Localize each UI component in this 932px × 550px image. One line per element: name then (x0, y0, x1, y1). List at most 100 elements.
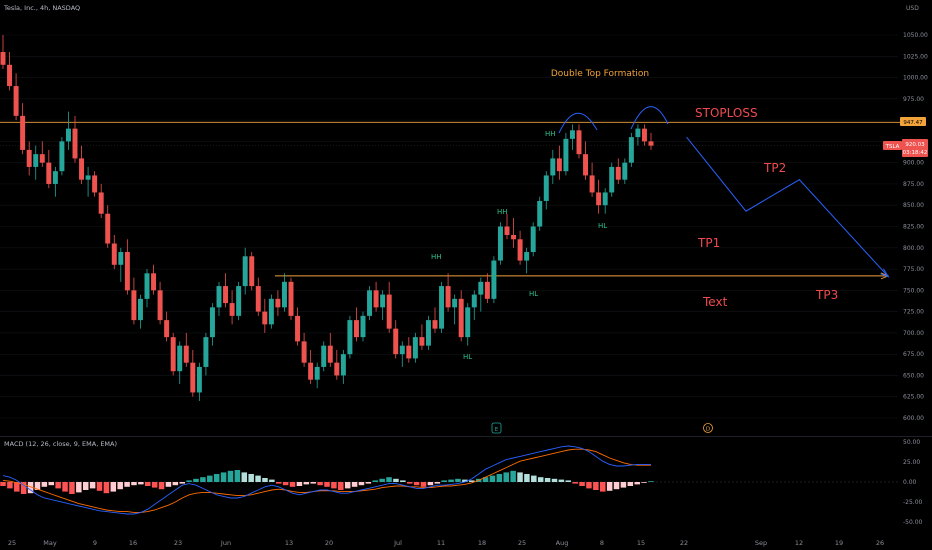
candle (615, 158, 621, 184)
hl-label[interactable]: HL (463, 353, 472, 361)
macd-histogram-bar (551, 478, 558, 482)
macd-histogram-bar (289, 482, 296, 487)
symbol-title: Tesla, Inc., 4h, NASDAQ (3, 4, 80, 12)
candle (111, 235, 117, 270)
candle (105, 205, 111, 248)
candle (98, 183, 104, 218)
candle (216, 281, 222, 316)
candle (550, 149, 556, 184)
macd-histogram-bar (351, 482, 358, 487)
macd-histogram-bar (524, 474, 530, 482)
candle (576, 124, 582, 159)
candle (491, 256, 497, 304)
drawings[interactable] (558, 106, 890, 278)
macd-histogram-bar (213, 474, 220, 482)
time-tick-label: May (43, 539, 57, 547)
candle (439, 281, 445, 333)
candle (393, 320, 399, 359)
pattern-title-label[interactable]: Double Top Formation (551, 69, 649, 79)
candle (367, 286, 373, 321)
candle (249, 252, 255, 291)
hh-label[interactable]: HH (545, 130, 556, 138)
macd-histogram-bar (641, 482, 647, 483)
macd-histogram-bar (441, 480, 447, 482)
time-tick-label: 26 (876, 539, 884, 547)
candle (268, 294, 274, 329)
macd-histogram-bar (406, 482, 413, 484)
macd-histogram-bar (55, 482, 61, 489)
annotation-labels[interactable]: Double Top Formation STOPLOSS TP2 TP1 Text TP… (431, 69, 838, 361)
macd-histogram-bar (303, 482, 310, 485)
macd-histogram-bar (248, 474, 254, 482)
countdown-text: 03:18:42 (903, 150, 928, 156)
time-tick-label: 13 (285, 539, 293, 547)
hl-label[interactable]: HL (529, 290, 538, 298)
macd-histogram-bar (0, 482, 6, 486)
projection-path[interactable] (686, 136, 889, 278)
candle (151, 264, 157, 295)
candle (530, 222, 536, 257)
macd-histogram-bar (269, 479, 275, 482)
macd-histogram-bar (586, 482, 592, 489)
macd-histogram-bar (510, 470, 516, 482)
candle (412, 332, 418, 363)
macd-histogram-bar (7, 482, 13, 489)
tp1-label[interactable]: TP1 (697, 236, 720, 250)
macd-tick-label: 0.00 (903, 479, 917, 486)
macd-histogram-bar (489, 475, 496, 482)
price-tick-label: 625.00 (903, 394, 924, 401)
macd-histogram-bar (62, 482, 68, 492)
hh-label[interactable]: HH (497, 208, 508, 216)
macd-histogram-bar (103, 482, 110, 494)
macd-histogram-bar (338, 482, 344, 490)
time-tick-label: 25 (8, 539, 16, 547)
level-price-badge: 947.47 (900, 117, 926, 126)
candle (0, 35, 6, 70)
hl-label[interactable]: HL (598, 222, 607, 230)
first-top-arc[interactable] (558, 112, 598, 134)
macd-histogram-bar (365, 482, 372, 484)
candle (425, 315, 431, 350)
dividend-event-marker[interactable]: D (703, 423, 713, 433)
second-top-arc[interactable] (630, 106, 669, 130)
candle (517, 230, 523, 265)
earnings-event-marker[interactable]: E (491, 422, 502, 434)
candle (183, 332, 189, 367)
candle (164, 311, 170, 342)
tp3-label[interactable]: TP3 (815, 288, 838, 302)
candle (144, 269, 150, 308)
stoploss-label[interactable]: STOPLOSS (695, 106, 758, 120)
text-label[interactable]: Text (702, 295, 728, 309)
macd-histogram-bar (27, 482, 34, 494)
macd-histogram-bar (503, 472, 509, 482)
macd-histogram-bar (620, 482, 627, 488)
candle (118, 247, 124, 282)
candle (458, 290, 464, 342)
time-tick-label: 22 (680, 539, 688, 547)
candle (314, 362, 320, 389)
time-tick-label: 8 (600, 539, 604, 547)
macd-histogram-bar (48, 482, 55, 486)
macd-histogram-bar (537, 477, 544, 482)
tp2-label[interactable]: TP2 (763, 161, 786, 175)
macd-histogram-bar (34, 482, 41, 490)
candle (131, 277, 137, 325)
candle (334, 349, 340, 380)
macd-histogram-bar (220, 472, 227, 482)
price-tick-label: 875.00 (903, 181, 924, 188)
candle (471, 290, 477, 321)
time-tick-label: 12 (795, 539, 803, 547)
macd-histogram-bar (544, 478, 551, 482)
macd-histogram-bar (324, 482, 330, 487)
time-tick-label: 19 (835, 539, 843, 547)
macd-histogram-bar (296, 482, 303, 486)
hh-label[interactable]: HH (431, 253, 442, 261)
time-tick-label: 18 (478, 539, 486, 547)
candle (203, 332, 209, 376)
candle (26, 141, 32, 176)
macd-histogram-bar (179, 482, 185, 484)
macd-histogram-bar (117, 482, 123, 490)
candle (569, 124, 575, 150)
